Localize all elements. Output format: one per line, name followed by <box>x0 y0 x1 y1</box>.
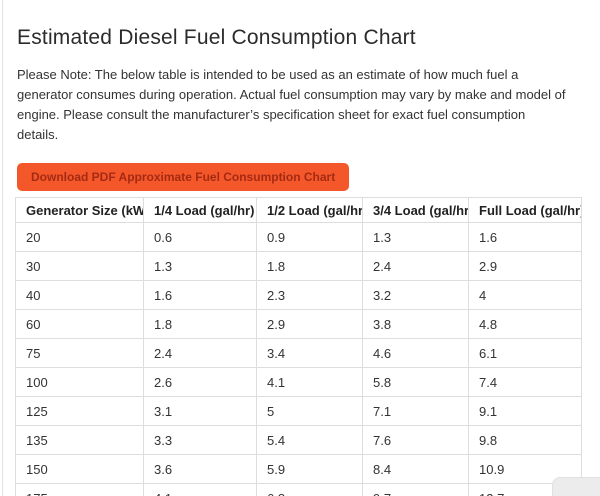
table-cell: 150 <box>15 454 144 484</box>
table-cell: 2.9 <box>256 309 363 339</box>
table-cell: 7.1 <box>362 396 469 426</box>
table-cell: 1.6 <box>143 280 257 310</box>
note-paragraph: Please Note: The below table is intended… <box>17 67 566 142</box>
table-cell: 5.8 <box>362 367 469 397</box>
table-row: 40 1.6 2.3 3.2 4 <box>15 280 582 310</box>
table-cell: 2.3 <box>256 280 363 310</box>
table-cell: 4.8 <box>468 309 582 339</box>
table-row: 125 3.1 5 7.1 9.1 <box>15 396 582 426</box>
table-cell: 3.3 <box>143 425 257 455</box>
table-cell: 1.8 <box>143 309 257 339</box>
floating-widget[interactable] <box>552 477 600 496</box>
table-row: 1754.16.89.712.7 <box>15 483 582 496</box>
table-cell: 2.6 <box>143 367 257 397</box>
table-cell: 2.4 <box>362 251 469 281</box>
table-cell: 2.4 <box>143 338 257 368</box>
table-cell: 100 <box>15 367 144 397</box>
table-cell: 8.4 <box>362 454 469 484</box>
table-cell: 3.4 <box>256 338 363 368</box>
fuel-consumption-table: Generator Size (kW) 1/4 Load (gal/hr) 1/2 … <box>15 197 582 496</box>
table-cell: 4 <box>468 280 582 310</box>
column-header: Generator Size (kW) <box>15 197 144 223</box>
table-cell: 2.9 <box>468 251 582 281</box>
table-header-row: Generator Size (kW) 1/4 Load (gal/hr) 1/2 … <box>15 197 582 223</box>
table-cell: 3.2 <box>362 280 469 310</box>
table-cell: 3.6 <box>143 454 257 484</box>
table-cell: 1.3 <box>143 251 257 281</box>
table-row: 60 1.8 2.9 3.8 4.8 <box>15 309 582 339</box>
table-cell: 0.9 <box>256 222 363 252</box>
download-pdf-button[interactable]: Download PDF Approximate Fuel Consumptio… <box>17 163 350 191</box>
table-cell: 4.6 <box>362 338 469 368</box>
table-row: 20 0.6 0.9 1.3 1.6 <box>15 222 582 252</box>
column-header: 1/4 Load (gal/hr) <box>143 197 257 223</box>
table-cell: 30 <box>15 251 144 281</box>
table-cell: 175 <box>15 483 144 496</box>
table-cell: 3.1 <box>143 396 257 426</box>
table-cell: 1.3 <box>362 222 469 252</box>
page-edge-line <box>2 0 3 496</box>
table-cell: 135 <box>15 425 144 455</box>
table-row: 30 1.3 1.8 2.4 2.9 <box>15 251 582 281</box>
table-row: 135 3.3 5.4 7.6 9.8 <box>15 425 582 455</box>
table-cell: 9.1 <box>468 396 582 426</box>
column-header: 1/2 Load (gal/hr) <box>256 197 363 223</box>
table-cell: 6.8 <box>256 483 363 496</box>
column-header: 3/4 Load (gal/hr) <box>362 197 469 223</box>
table-cell: 4.1 <box>256 367 363 397</box>
table-cell: 7.4 <box>468 367 582 397</box>
table-row: 150 3.6 5.9 8.4 10.9 <box>15 454 582 484</box>
table-cell: 5.9 <box>256 454 363 484</box>
column-header: Full Load (gal/hr) <box>468 197 582 223</box>
table-cell: 7.6 <box>362 425 469 455</box>
table-cell: 6.1 <box>468 338 582 368</box>
table-cell: 9.7 <box>362 483 469 496</box>
table-cell: 3.8 <box>362 309 469 339</box>
table-cell: 9.8 <box>468 425 582 455</box>
table-cell: 40 <box>15 280 144 310</box>
table-cell: 1.6 <box>468 222 582 252</box>
table-cell: 4.1 <box>143 483 257 496</box>
table-cell: 75 <box>15 338 144 368</box>
table-cell: 125 <box>15 396 144 426</box>
table-cell: 20 <box>15 222 144 252</box>
table-cell: 0.6 <box>143 222 257 252</box>
table-row: 75 2.4 3.4 4.6 6.1 <box>15 338 582 368</box>
table-cell: 5 <box>256 396 363 426</box>
table-cell: 1.8 <box>256 251 363 281</box>
table-row: 100 2.6 4.1 5.8 7.4 <box>15 367 582 397</box>
table-cell: 5.4 <box>256 425 363 455</box>
table-cell: 60 <box>15 309 144 339</box>
page-title: Estimated Diesel Fuel Consumption Chart <box>17 26 416 49</box>
